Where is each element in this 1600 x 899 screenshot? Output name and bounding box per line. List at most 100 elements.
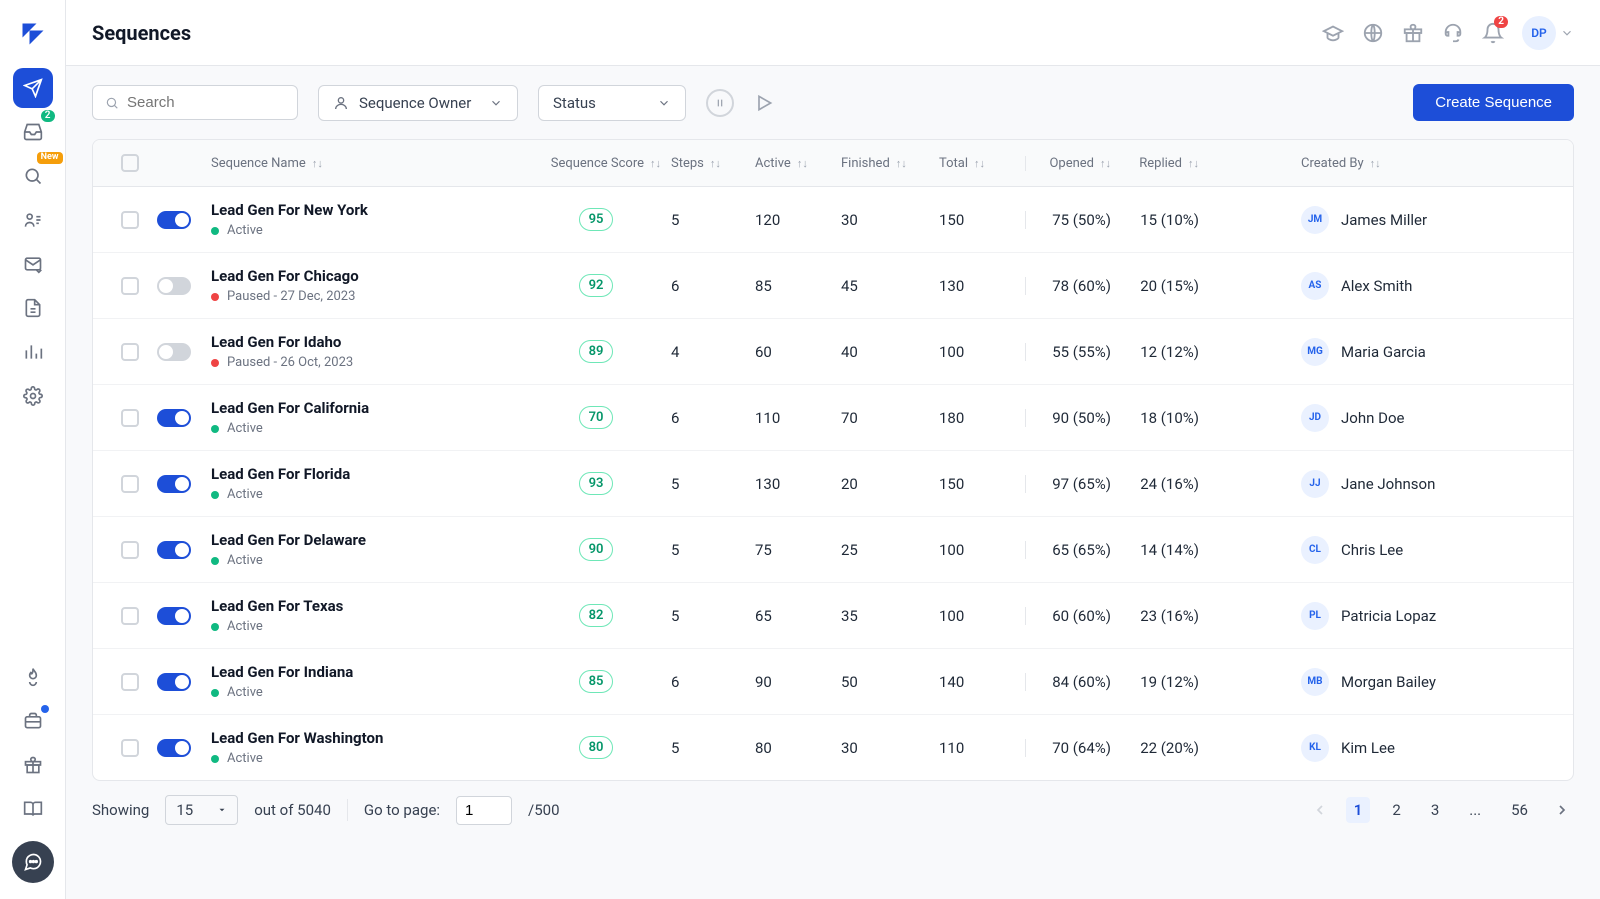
nav-send[interactable]: [13, 68, 53, 108]
chevron-left-icon: [1312, 802, 1328, 818]
bell-icon[interactable]: 2: [1482, 22, 1504, 44]
pause-button[interactable]: [706, 89, 734, 117]
col-active[interactable]: Active↑↓: [755, 156, 841, 171]
row-toggle[interactable]: [157, 475, 191, 493]
cell-steps: 5: [671, 541, 755, 559]
score-pill: 93: [579, 472, 613, 495]
table-row: Lead Gen For Chicago Paused - 27 Dec, 20…: [93, 253, 1573, 319]
page-number[interactable]: 2: [1384, 797, 1408, 823]
creator: PL Patricia Lopaz: [1301, 602, 1573, 630]
row-checkbox[interactable]: [121, 739, 139, 757]
row-toggle[interactable]: [157, 211, 191, 229]
row-toggle[interactable]: [157, 343, 191, 361]
cell-finished: 35: [841, 607, 939, 625]
row-checkbox[interactable]: [121, 409, 139, 427]
col-name[interactable]: Sequence Name↑↓: [211, 156, 521, 171]
cell-total: 100: [939, 343, 1025, 361]
page-number[interactable]: ...: [1461, 797, 1489, 823]
score-pill: 90: [579, 538, 613, 561]
sequence-name[interactable]: Lead Gen For Florida: [211, 465, 521, 483]
col-steps[interactable]: Steps↑↓: [671, 156, 755, 171]
creator-name: Maria Garcia: [1341, 343, 1426, 361]
page-number[interactable]: 1: [1346, 797, 1371, 823]
search-input[interactable]: [127, 94, 285, 111]
col-finished[interactable]: Finished↑↓: [841, 156, 939, 171]
cell-steps: 6: [671, 673, 755, 691]
create-sequence-button[interactable]: Create Sequence: [1413, 84, 1574, 121]
nav-inbox[interactable]: 2: [13, 112, 53, 152]
gift-icon[interactable]: [1402, 22, 1424, 44]
row-checkbox[interactable]: [121, 277, 139, 295]
sequences-table: Sequence Name↑↓ Sequence Score↑↓ Steps↑↓…: [92, 139, 1574, 781]
nav-settings[interactable]: [13, 376, 53, 416]
next-page[interactable]: [1550, 798, 1574, 822]
nav-gift[interactable]: [13, 745, 53, 785]
nav-fire[interactable]: [13, 657, 53, 697]
user-icon: [333, 95, 349, 111]
sort-icon: ↑↓: [1188, 157, 1199, 170]
chat-fab[interactable]: [12, 841, 54, 883]
cell-replied: 12 (12%): [1121, 343, 1209, 361]
nav-book[interactable]: [13, 789, 53, 829]
briefcase-dot: [41, 705, 49, 713]
row-checkbox[interactable]: [121, 343, 139, 361]
row-toggle[interactable]: [157, 739, 191, 757]
goto-input[interactable]: [456, 796, 512, 825]
cell-steps: 5: [671, 475, 755, 493]
app-logo[interactable]: [15, 16, 51, 52]
page-size-select[interactable]: 15: [165, 795, 238, 825]
sidebar: 2 New: [0, 0, 66, 899]
prev-page[interactable]: [1308, 798, 1332, 822]
col-created-by[interactable]: Created By↑↓: [1301, 156, 1573, 171]
row-toggle[interactable]: [157, 277, 191, 295]
search-box[interactable]: [92, 85, 298, 120]
creator: KL Kim Lee: [1301, 734, 1573, 762]
nav-analytics[interactable]: [13, 332, 53, 372]
row-checkbox[interactable]: [121, 673, 139, 691]
creator: MB Morgan Bailey: [1301, 668, 1573, 696]
row-toggle[interactable]: [157, 541, 191, 559]
sequence-name[interactable]: Lead Gen For Texas: [211, 597, 521, 615]
sequence-name[interactable]: Lead Gen For Delaware: [211, 531, 521, 549]
graduation-icon[interactable]: [1322, 22, 1344, 44]
sequence-name[interactable]: Lead Gen For New York: [211, 201, 521, 219]
sort-icon: ↑↓: [1370, 157, 1381, 170]
profile-menu[interactable]: DP: [1522, 16, 1574, 50]
sequence-name[interactable]: Lead Gen For California: [211, 399, 521, 417]
row-checkbox[interactable]: [121, 475, 139, 493]
cell-finished: 20: [841, 475, 939, 493]
row-toggle[interactable]: [157, 409, 191, 427]
owner-dropdown[interactable]: Sequence Owner: [318, 85, 518, 121]
creator-avatar: MB: [1301, 668, 1329, 696]
play-button[interactable]: [754, 93, 774, 113]
select-all-checkbox[interactable]: [121, 154, 139, 172]
nav-mail[interactable]: [13, 244, 53, 284]
nav-docs[interactable]: [13, 288, 53, 328]
sequence-name[interactable]: Lead Gen For Idaho: [211, 333, 521, 351]
globe-icon[interactable]: [1362, 22, 1384, 44]
row-toggle[interactable]: [157, 607, 191, 625]
cell-opened: 55 (55%): [1025, 343, 1121, 361]
col-total[interactable]: Total↑↓: [939, 156, 1025, 171]
row-checkbox[interactable]: [121, 211, 139, 229]
sequence-name[interactable]: Lead Gen For Indiana: [211, 663, 521, 681]
headset-icon[interactable]: [1442, 22, 1464, 44]
cell-replied: 18 (10%): [1121, 409, 1209, 427]
creator-name: Morgan Bailey: [1341, 673, 1436, 691]
page-number[interactable]: 56: [1503, 797, 1536, 823]
cell-total: 180: [939, 409, 1025, 427]
row-toggle[interactable]: [157, 673, 191, 691]
nav-search[interactable]: New: [13, 156, 53, 196]
col-score[interactable]: Sequence Score↑↓: [521, 156, 671, 171]
sequence-name[interactable]: Lead Gen For Washington: [211, 729, 521, 747]
row-checkbox[interactable]: [121, 541, 139, 559]
sequence-name[interactable]: Lead Gen For Chicago: [211, 267, 521, 285]
nav-briefcase[interactable]: [13, 701, 53, 741]
score-pill: 80: [579, 736, 613, 759]
status-dropdown[interactable]: Status: [538, 85, 686, 121]
row-checkbox[interactable]: [121, 607, 139, 625]
page-number[interactable]: 3: [1423, 797, 1447, 823]
col-opened[interactable]: Opened↑↓: [1025, 156, 1121, 171]
col-replied[interactable]: Replied↑↓: [1121, 156, 1209, 171]
nav-contacts[interactable]: [13, 200, 53, 240]
